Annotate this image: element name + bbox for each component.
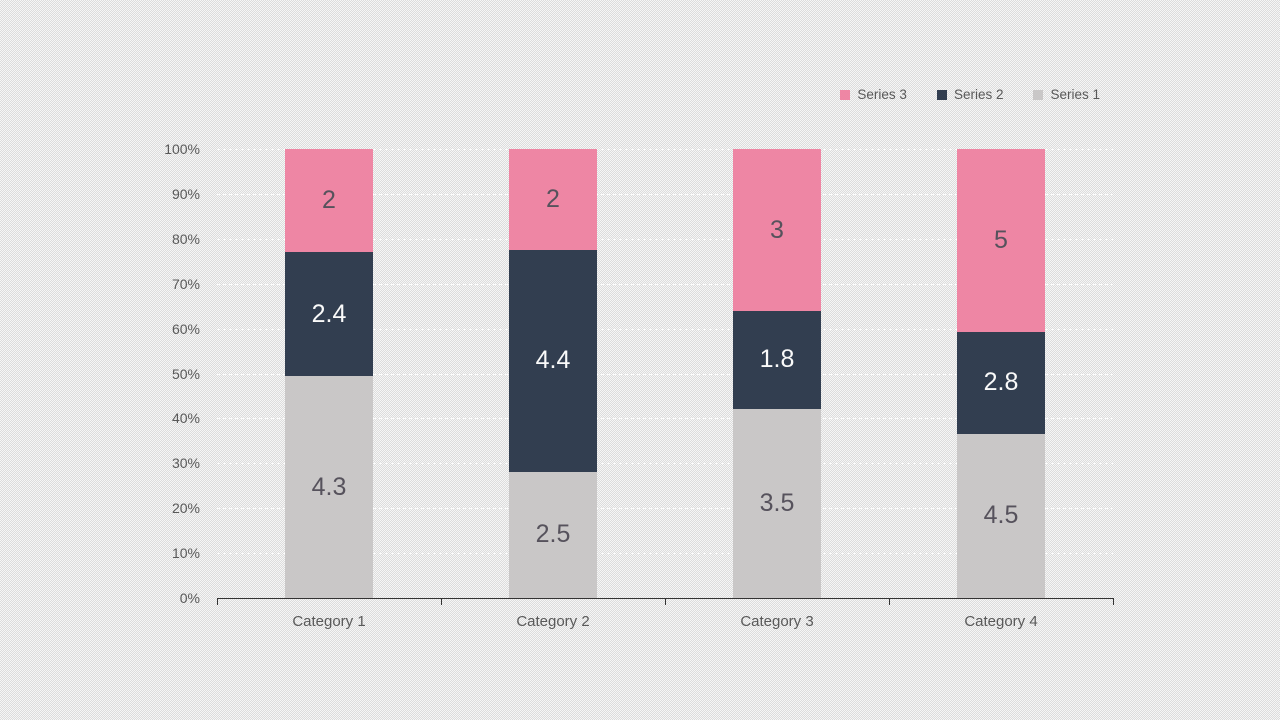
x-axis-category-label: Category 1 (292, 613, 366, 630)
gridline-50pct (217, 373, 1113, 375)
gridline-30pct (217, 463, 1113, 465)
gridline-40pct (217, 418, 1113, 420)
data-label: 4.3 (311, 472, 347, 501)
y-axis-label-30pct: 30% (171, 455, 200, 472)
y-axis-label-0pct: 0% (179, 590, 200, 606)
data-label: 2.4 (311, 299, 347, 328)
bar-segment-series-3[interactable]: 3 (733, 149, 821, 312)
legend-item-series-1[interactable]: Series 1 (1033, 87, 1100, 102)
legend-item-series-3[interactable]: Series 3 (840, 87, 907, 102)
gridline-20pct (217, 508, 1113, 510)
gridline-90pct (217, 193, 1113, 195)
x-axis-tick (665, 599, 666, 605)
data-label: 5 (994, 225, 1008, 254)
y-axis-label-60pct: 60% (171, 320, 200, 337)
x-axis-category-label: Category 2 (516, 613, 590, 630)
bar-segment-series-1[interactable]: 3.5 (733, 408, 821, 598)
x-axis-tick (889, 599, 890, 605)
bar-segment-series-2[interactable]: 4.4 (509, 249, 597, 472)
y-axis-label-50pct: 50% (171, 365, 200, 382)
legend-item-series-2[interactable]: Series 2 (936, 87, 1004, 102)
bar-category-2: 2.5 4.4 2 (509, 149, 597, 598)
bar-segment-series-1[interactable]: 4.3 (285, 376, 373, 598)
data-label: 3.5 (759, 488, 795, 517)
gridline-80pct (217, 238, 1113, 240)
legend-swatch-icon (1033, 89, 1044, 100)
x-axis-category-label: Category 4 (964, 613, 1038, 630)
x-axis-tick (1113, 599, 1114, 605)
x-axis-tick (441, 599, 442, 605)
legend-swatch-icon (936, 89, 947, 100)
data-label: 2.5 (535, 520, 571, 549)
bar-segment-series-3[interactable]: 5 (957, 149, 1045, 332)
gridline-70pct (217, 283, 1113, 285)
gridline-100pct (217, 149, 1113, 150)
y-axis-label-90pct: 90% (171, 185, 200, 202)
bar-segment-series-2[interactable]: 1.8 (733, 311, 821, 409)
legend-label: Series 2 (953, 87, 1004, 102)
legend-swatch-icon (840, 89, 851, 100)
data-label: 4.5 (983, 501, 1019, 530)
x-axis-category-label: Category 3 (740, 613, 814, 630)
bar-segment-series-1[interactable]: 2.5 (509, 471, 597, 598)
bar-category-3: 3.5 1.8 3 (733, 149, 821, 598)
y-axis-label-20pct: 20% (171, 500, 200, 517)
legend-label: Series 1 (1050, 87, 1100, 102)
bar-segment-series-1[interactable]: 4.5 (957, 433, 1045, 598)
y-axis-label-80pct: 80% (171, 230, 200, 247)
bar-segment-series-3[interactable]: 2 (285, 149, 373, 253)
gridline-10pct (217, 553, 1113, 555)
bar-category-4: 4.5 2.8 5 (957, 149, 1045, 598)
bar-segment-series-3[interactable]: 2 (509, 149, 597, 250)
y-axis-label-10pct: 10% (171, 545, 200, 562)
chart-legend: Series 3 Series 2 Series 1 (840, 87, 1100, 102)
y-axis-label-40pct: 40% (171, 410, 200, 427)
bar-segment-series-2[interactable]: 2.4 (285, 252, 373, 377)
gridline-60pct (217, 328, 1113, 330)
legend-label: Series 3 (857, 87, 907, 102)
y-axis-label-70pct: 70% (171, 275, 200, 292)
bar-segment-series-2[interactable]: 2.8 (957, 331, 1045, 434)
bar-category-1: 4.3 2.4 2 (285, 149, 373, 598)
data-label: 2 (546, 184, 560, 213)
data-label: 2.8 (983, 368, 1019, 397)
y-axis-label-100pct: 100% (164, 141, 200, 157)
data-label: 3 (770, 215, 784, 244)
data-label: 4.4 (535, 346, 571, 375)
x-axis-line (217, 598, 1114, 600)
plot-area: 4.3 2.4 2 2.5 4.4 2 3.5 1.8 3 4.5 2.8 5 (217, 149, 1113, 598)
data-label: 2 (322, 186, 336, 215)
x-axis-tick (217, 599, 218, 605)
data-label: 1.8 (759, 345, 795, 374)
